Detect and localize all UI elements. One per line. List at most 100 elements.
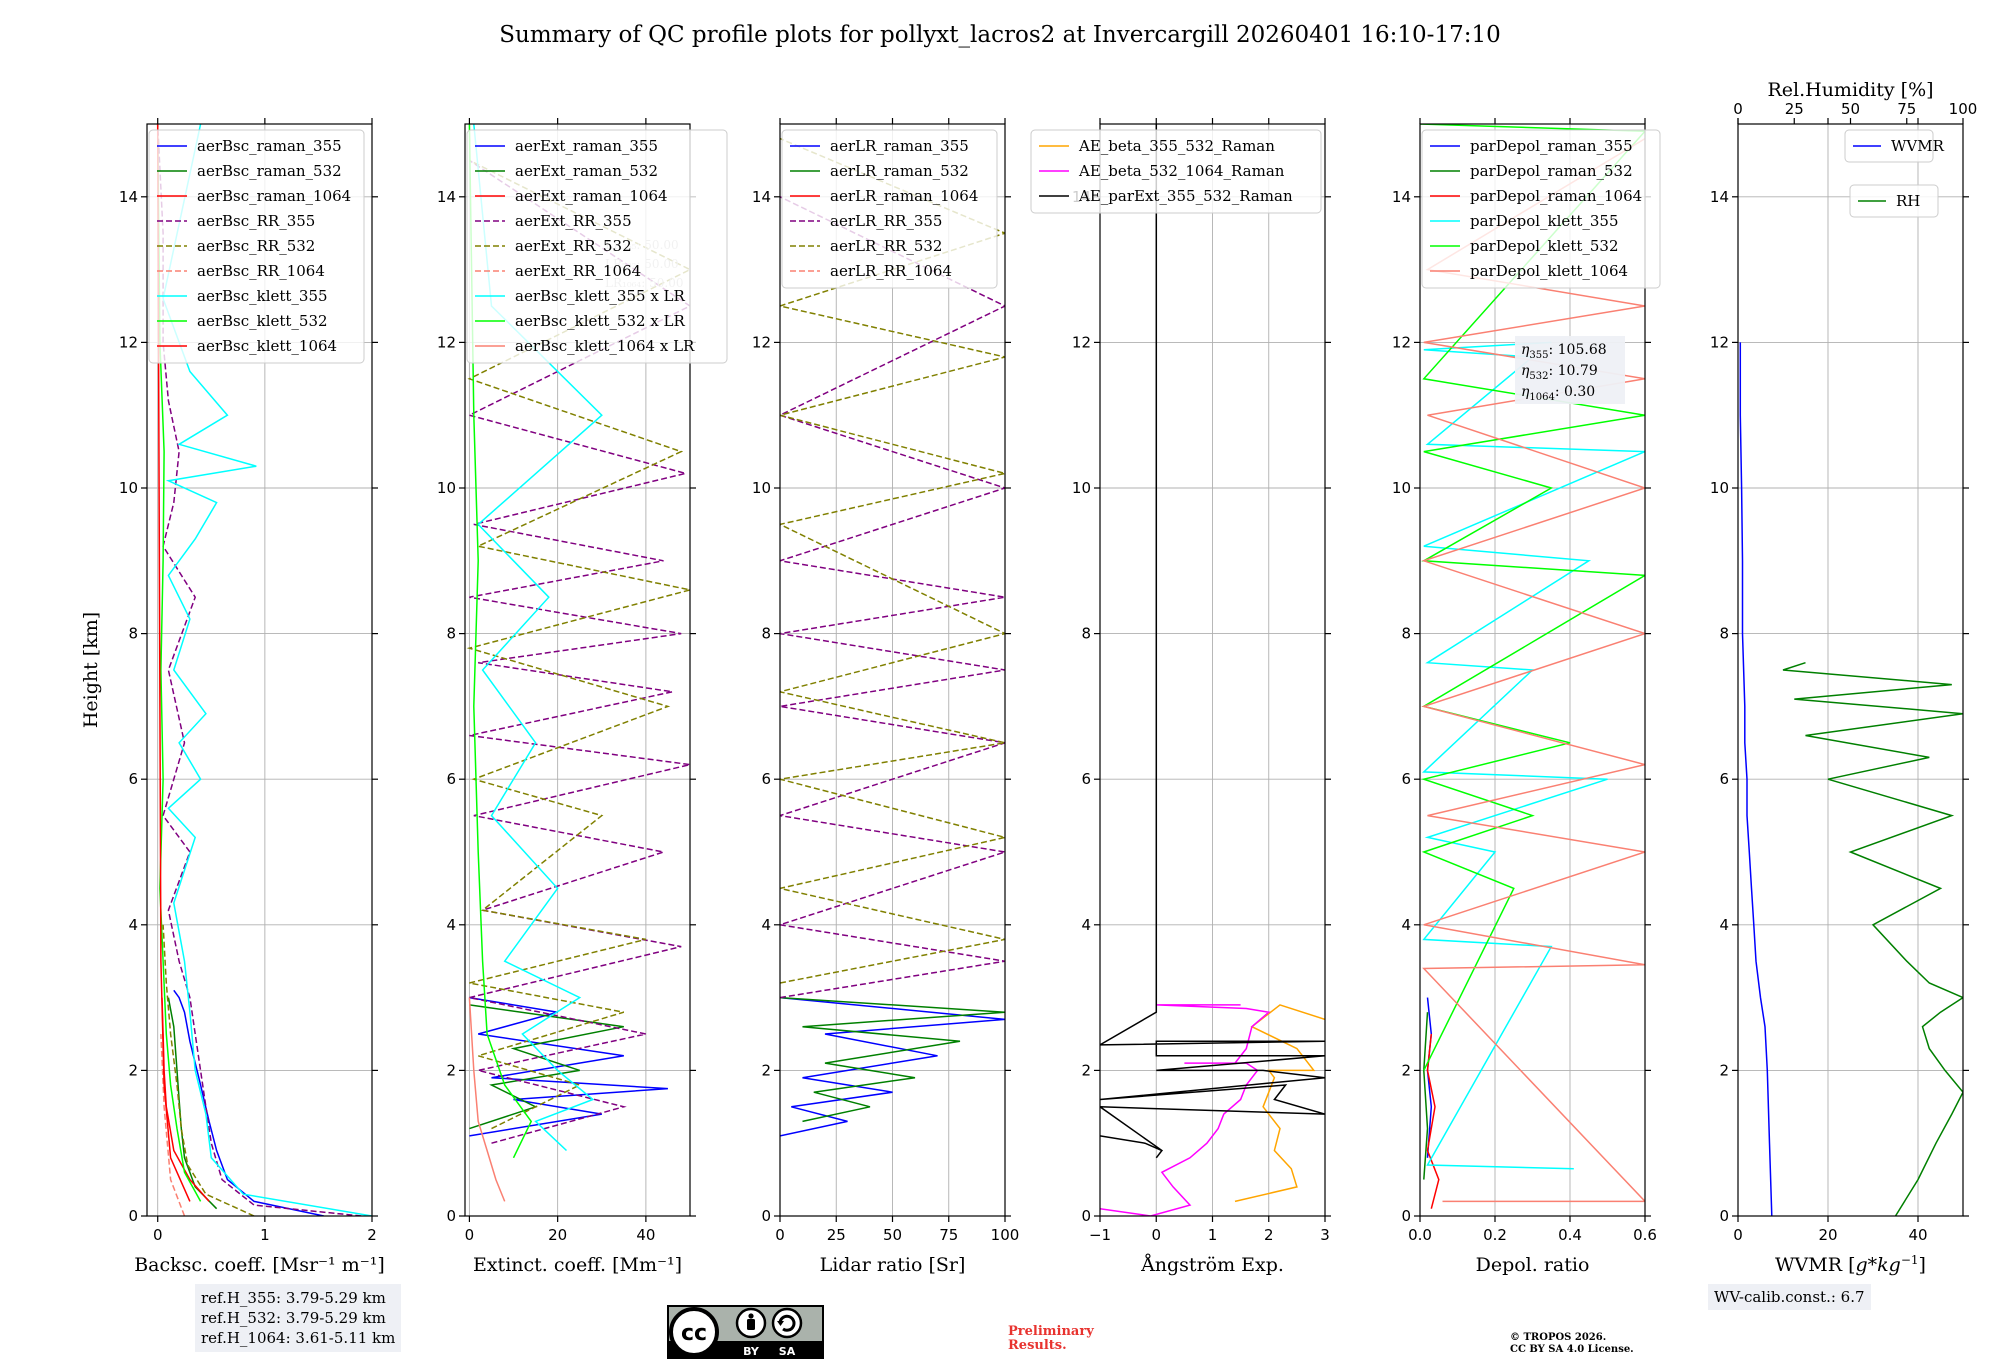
y-tick-label: 6 [1081, 770, 1091, 788]
legend-label: AE_beta_532_1064_Raman [1078, 162, 1285, 180]
series-line-aerbsc-raman-355 [173, 989, 324, 1216]
cc-by-text: BY [743, 1345, 760, 1358]
y-tick-label: 8 [761, 625, 771, 643]
legend: parDepol_raman_355 parDepol_raman_532 parD… [1421, 129, 1661, 289]
series-line-aerbsc-klett-1064 [156, 124, 191, 1202]
legend-label: aerBsc_RR_532 [197, 237, 315, 255]
legend-label: aerBsc_raman_1064 [197, 187, 351, 205]
x-tick-label: 0.6 [1633, 1226, 1657, 1244]
y-tick-label: 2 [761, 1061, 771, 1079]
axes-frame [464, 123, 691, 1217]
cc-by-sa-logo: cc BY SA [667, 1305, 824, 1359]
legend-label: aerBsc_klett_355 [197, 287, 328, 305]
series-line-aerext-raman-355 [469, 996, 668, 1137]
legend-label: aerBsc_klett_532 [197, 312, 328, 330]
y-tick-label: 6 [446, 770, 456, 788]
legend-label: aerExt_RR_355 [515, 212, 632, 230]
legend-label: AE_beta_355_532_Raman [1078, 137, 1275, 155]
y-tick-label: 0 [128, 1207, 138, 1225]
y-tick-label: 6 [128, 770, 138, 788]
y-tick-label: 12 [1072, 333, 1091, 351]
legend-box [1421, 129, 1661, 289]
x-tick-label: 0 [1151, 1226, 1161, 1244]
preliminary-line-2: Results. [1008, 1338, 1067, 1353]
series-line-aerlr-rr-532 [780, 137, 1005, 984]
y-tick-label: 2 [128, 1061, 138, 1079]
y-tick-label: 4 [1401, 916, 1411, 934]
series-line-ae-parext-355-532-raman [1100, 124, 1325, 1159]
y-tick-label: 14 [1710, 188, 1729, 206]
x-tick-label: 0 [775, 1226, 785, 1244]
legend-label: aerLR_RR_355 [830, 212, 942, 230]
legend-label: aerLR_raman_1064 [830, 187, 978, 205]
figure-title: Summary of QC profile plots for pollyxt_… [499, 22, 1501, 48]
y-tick-label: 12 [1392, 333, 1411, 351]
y-tick-label: 0 [446, 1207, 456, 1225]
legend-label: aerBsc_klett_355 x LR [515, 287, 686, 305]
series-line-pardepol-klett-532 [1420, 124, 1645, 1071]
x2-tick-label: 75 [1897, 100, 1916, 118]
y-tick-label: 12 [752, 333, 771, 351]
y-tick-label: 14 [752, 188, 771, 206]
y-tick-label: 0 [1401, 1207, 1411, 1225]
preliminary-note: Preliminary Results. [1008, 1325, 1094, 1353]
legend-label: aerBsc_raman_355 [197, 137, 342, 155]
legend-label: aerBsc_klett_532 x LR [515, 312, 686, 330]
y-tick-label: 10 [437, 479, 456, 497]
legend-label: parDepol_klett_1064 [1470, 262, 1628, 280]
legend-label: parDepol_raman_355 [1470, 137, 1633, 155]
panel-3: 0 25 50 75 100 0 2 4 6 8 10 12 14 Lidar ratio [Sr] aer… [752, 118, 1019, 1276]
x-axis-label: Extinct. coeff. [Mm⁻¹] [473, 1254, 682, 1276]
panel-6: 0 20 40 0 2 4 6 8 10 12 14 WVMR [g*kg−1] 0 25 50 75 100 R… [1710, 79, 1977, 1276]
y-tick-label: 12 [1710, 333, 1729, 351]
x-tick-label: −1 [1089, 1226, 1111, 1244]
y-axis-label: Height [km] [80, 612, 102, 728]
x-tick-label: 100 [991, 1226, 1020, 1244]
reference-height-box: ref.H_355: 3.79-5.29 km ref.H_532: 3.79-… [195, 1284, 402, 1352]
legend-label: aerExt_RR_1064 [515, 262, 641, 280]
series-line-aerext-rr-355 [467, 159, 690, 1144]
series-line-ae-beta-355-532-raman [1234, 1004, 1325, 1203]
y-tick-label: 8 [446, 625, 456, 643]
copyright-line-1: © TROPOS 2026. [1510, 1332, 1607, 1343]
series-line-aerbsc-klett-532-x-lr [468, 124, 533, 1159]
x-tick-label: 20 [1818, 1226, 1837, 1244]
legend-label: parDepol_klett_355 [1470, 212, 1619, 230]
cc-sa-text: SA [779, 1345, 796, 1358]
x-tick-label: 25 [827, 1226, 846, 1244]
eta-1064-label: η1064: 0.30 [1521, 384, 1595, 403]
legend-label: aerBsc_klett_1064 x LR [515, 337, 695, 355]
axes-frame [146, 123, 373, 1217]
legend-label: aerBsc_klett_1064 [197, 337, 337, 355]
legend-box [781, 129, 998, 289]
legend-label: aerExt_raman_355 [515, 137, 658, 155]
x-axis-label: Depol. ratio [1476, 1254, 1590, 1276]
x-axis-label: WVMR [g*kg−1] [1775, 1253, 1926, 1276]
ref-height-1064: ref.H_1064: 3.61-5.11 km [201, 1329, 396, 1347]
y-tick-label: 2 [446, 1061, 456, 1079]
y-tick-label: 14 [119, 188, 138, 206]
x2-tick-label: 100 [1949, 100, 1978, 118]
depol-eta-annotation: η355: 105.68 η532: 10.79 η1064: 0.30 [1515, 336, 1625, 404]
series-line-pardepol-raman-1064 [1426, 1033, 1440, 1209]
legend-label: parDepol_klett_532 [1470, 237, 1619, 255]
x-tick-label: 20 [548, 1226, 567, 1244]
y-tick-label: 4 [761, 916, 771, 934]
y-tick-label: 8 [1081, 625, 1091, 643]
legend-label: aerExt_RR_532 [515, 237, 632, 255]
y-tick-label: 14 [1392, 188, 1411, 206]
panel-5: 0.0 0.2 0.4 0.6 0 2 4 6 8 10 12 14 Depol. ratio parDe… [1392, 118, 1661, 1276]
legend-label: aerBsc_raman_532 [197, 162, 342, 180]
y-tick-label: 2 [1719, 1061, 1729, 1079]
y-tick-label: 0 [761, 1207, 771, 1225]
series-line-aerlr-raman-532 [780, 996, 1005, 1123]
x-tick-label: 40 [636, 1226, 655, 1244]
series-line-aerbsc-rr-1064 [160, 1033, 186, 1216]
y-tick-label: 12 [119, 333, 138, 351]
axes-frame [1737, 123, 1964, 1217]
series-line-aerbsc-klett-355 [162, 124, 372, 1216]
y-tick-label: 0 [1719, 1207, 1729, 1225]
x-tick-label: 0.0 [1408, 1226, 1432, 1244]
